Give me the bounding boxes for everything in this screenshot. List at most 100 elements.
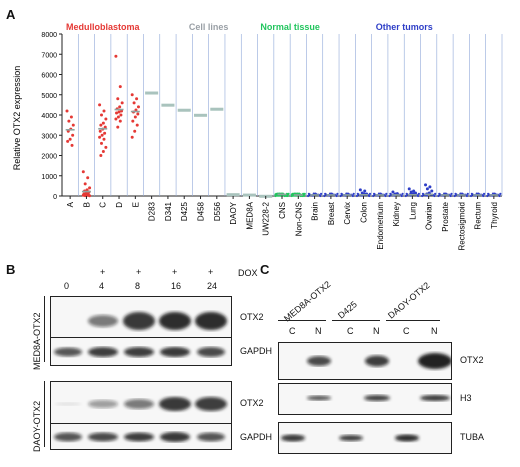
x-tick-label: DAOY [229, 201, 238, 224]
data-point [86, 176, 90, 180]
data-point [116, 115, 120, 119]
data-point [424, 183, 428, 187]
baseline-point [394, 192, 397, 195]
median-bar [65, 128, 75, 131]
x-tick-label: Rectosigmoid [457, 202, 466, 250]
expression-scatter-chart: Relative OTX2 expression 0 1000 2000 3000 40… [12, 22, 503, 250]
group-label: Normal tissue [260, 22, 320, 32]
timepoint-label: 24 [207, 281, 218, 291]
y-tick-label: 7000 [41, 52, 57, 59]
data-point [430, 189, 434, 193]
blot-band [365, 355, 389, 367]
baseline-point [499, 192, 502, 195]
timepoint-label: 8 [135, 281, 141, 291]
median-bar [177, 108, 191, 112]
baseline-point [377, 192, 381, 195]
baseline-point [312, 192, 315, 195]
x-tick-label: Rectum [474, 202, 483, 230]
y-tick-label: 0 [53, 194, 57, 201]
blot-med8a-gapdh [50, 337, 232, 366]
blot-c-h3 [278, 383, 452, 415]
median-bar [407, 193, 417, 196]
group-line-med8a [278, 320, 326, 321]
median-bar [326, 194, 336, 196]
blot-band [54, 432, 82, 442]
x-tick-label: Endometrium [376, 202, 385, 250]
baseline-point [434, 192, 437, 195]
median-bar [342, 194, 352, 196]
blot-label-gapdh-1: GAPDH [240, 346, 273, 356]
median-bar [424, 193, 434, 196]
blot-band [307, 356, 331, 366]
data-point [358, 188, 362, 192]
blot-band [124, 347, 154, 357]
baseline-point [328, 192, 332, 195]
baseline-point [459, 192, 462, 195]
baseline-point [293, 192, 296, 195]
data-point [119, 113, 123, 117]
blot-band [339, 435, 363, 441]
blot-band [420, 395, 450, 401]
baseline-point [319, 194, 322, 198]
data-point [83, 182, 87, 186]
cell-line-label-med8a: MED8A-OTX2 [32, 312, 42, 370]
data-point [134, 108, 138, 112]
data-point [88, 186, 92, 190]
baseline-point [486, 194, 489, 198]
data-point [100, 133, 104, 137]
data-point [132, 101, 136, 105]
baseline-point [482, 194, 485, 198]
median-bar [242, 193, 256, 197]
cell-line-label-daoy: DAOY-OTX2 [32, 400, 42, 452]
baseline-point [372, 194, 375, 198]
y-tick-label: 2000 [41, 154, 57, 161]
data-point [103, 131, 107, 135]
baseline-point [433, 194, 436, 198]
baseline-point [421, 194, 424, 198]
baseline-point [449, 194, 452, 198]
cell-line-label-c-med8a: MED8A-OTX2 [282, 279, 333, 324]
baseline-point [469, 194, 473, 198]
blot-band [418, 353, 451, 369]
x-tick-label: D283 [148, 201, 157, 221]
dox-label: DOX [238, 268, 258, 278]
bracket-med8a [44, 296, 45, 362]
median-bar [310, 194, 320, 196]
blot-band [88, 347, 118, 357]
data-point [101, 149, 105, 153]
x-tick-label: Colon [359, 202, 368, 223]
baseline-point [368, 194, 371, 198]
baseline-point [286, 194, 289, 198]
baseline-point [384, 194, 387, 198]
data-point [133, 129, 137, 133]
cytoplasm-fraction-label: C [347, 326, 354, 336]
data-point [71, 123, 75, 127]
y-tick-label: 1000 [41, 174, 57, 181]
group-label: Medulloblastoma [66, 22, 141, 32]
data-point [133, 115, 137, 119]
baseline-point [385, 192, 388, 195]
dox-plus: + [172, 267, 178, 277]
blot-band [159, 397, 191, 411]
data-point [71, 133, 75, 137]
data-point [425, 187, 429, 191]
baseline-point [302, 194, 306, 198]
blot-band [395, 434, 419, 442]
x-tick-label: Prostate [441, 201, 450, 231]
baseline-point [345, 192, 348, 195]
baseline-point [351, 194, 354, 198]
x-tick-label: CNS [278, 202, 287, 219]
x-tick-label: A [66, 201, 75, 207]
data-point [101, 121, 105, 125]
baseline-point [323, 194, 326, 198]
data-point [102, 137, 106, 141]
median-bar [145, 91, 159, 95]
group-line-daoy [386, 320, 440, 321]
cell-line-label-c-daoy: DAOY-OTX2 [386, 280, 432, 321]
data-point [98, 129, 102, 133]
group-label: Other tumors [376, 22, 433, 32]
blot-label-otx2-1: OTX2 [240, 312, 264, 322]
blot-band [124, 432, 154, 442]
nuclear-fraction-label: N [431, 326, 438, 336]
dox-plus: + [208, 267, 214, 277]
